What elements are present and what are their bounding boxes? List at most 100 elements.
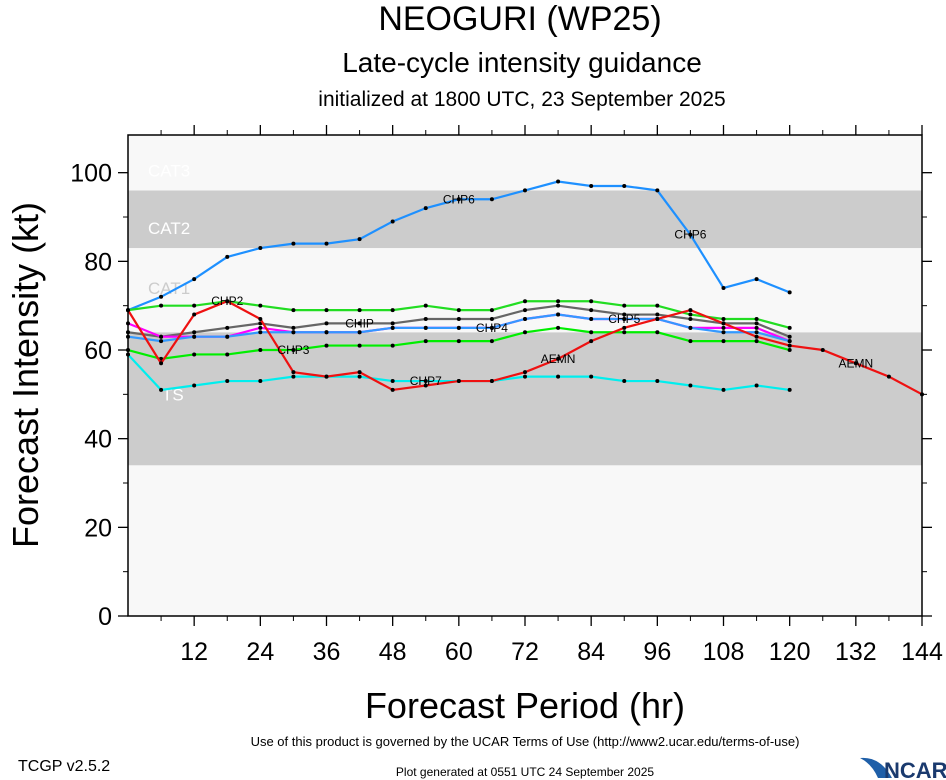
data-point-chp5 — [159, 339, 164, 344]
data-point-chp2 — [159, 303, 164, 308]
series-label-aemn: AEMN — [541, 352, 576, 366]
series-label-chp6: CHP6 — [674, 228, 706, 242]
data-point-aemn — [159, 361, 164, 366]
data-point-aemn — [523, 370, 527, 375]
ncar-logo: NCAR — [860, 757, 946, 780]
data-point-chip — [390, 321, 395, 326]
data-point-chp6 — [523, 188, 527, 193]
data-point-chp2 — [357, 308, 362, 313]
series-chip — [126, 303, 792, 339]
data-point-chp6 — [787, 290, 792, 295]
data-point-chp5 — [589, 316, 594, 321]
data-point-chip — [423, 316, 428, 321]
data-point-chp7 — [390, 379, 395, 384]
ncar-logo-swoosh — [860, 757, 892, 778]
data-point-chip — [456, 316, 461, 321]
data-point-chp6 — [159, 294, 164, 299]
y-tick-label: 0 — [98, 603, 112, 631]
data-point-chp5 — [688, 325, 693, 330]
data-point-chp5 — [489, 325, 494, 330]
data-point-chp2 — [192, 303, 197, 308]
data-point-aemn — [721, 321, 726, 326]
data-point-chp7 — [721, 387, 726, 392]
data-point-aemn — [556, 356, 561, 361]
data-point-chp3 — [489, 339, 494, 344]
data-point-chp7 — [688, 383, 693, 388]
data-point-chp5 — [324, 330, 329, 335]
series-label-chp5: CHP5 — [608, 312, 640, 326]
data-point-chp3 — [357, 343, 362, 348]
data-point-chip — [357, 321, 362, 326]
data-point-chp6 — [324, 241, 329, 246]
data-point-chp7 — [423, 379, 428, 384]
band-cat2 — [128, 190, 922, 249]
data-point-chp5 — [192, 334, 197, 339]
data-point-chp3 — [556, 325, 561, 330]
data-point-chp6 — [390, 219, 395, 224]
x-tick-label: 36 — [313, 638, 341, 666]
data-point-chip — [192, 330, 197, 335]
data-point-chp7 — [225, 379, 230, 384]
data-point-chp3 — [589, 330, 594, 335]
data-point-chp6 — [258, 246, 263, 251]
data-point-chp2 — [655, 303, 660, 308]
x-tick-label: 84 — [577, 638, 605, 666]
series-label-chp4: CHP4 — [476, 321, 508, 335]
data-point-aemn — [754, 334, 759, 339]
x-tick-label: 120 — [769, 638, 811, 666]
data-point-chp3 — [324, 343, 329, 348]
data-point-chp4 — [721, 325, 726, 330]
data-point-chp2 — [589, 299, 594, 304]
data-point-chp7 — [787, 387, 792, 392]
series-aemn — [126, 299, 924, 397]
data-point-chp6 — [489, 197, 494, 202]
data-point-chp2 — [688, 312, 693, 317]
data-point-chp6 — [192, 277, 197, 282]
data-point-chp3 — [456, 339, 461, 344]
data-point-chip — [324, 321, 329, 326]
data-point-chp6 — [688, 232, 693, 237]
data-point-chp5 — [556, 312, 561, 317]
data-point-chp6 — [754, 277, 759, 282]
series-label-chp3: CHP3 — [277, 343, 309, 357]
y-tick-label: 100 — [70, 160, 112, 188]
version-label: TCGP v2.5.2 — [18, 758, 110, 775]
data-point-chp6 — [655, 188, 660, 193]
data-point-chp4 — [754, 325, 759, 330]
series-label-chip: CHIP — [345, 316, 374, 330]
data-point-chp2 — [390, 308, 395, 313]
data-point-chp5 — [390, 325, 395, 330]
data-point-chip — [787, 334, 792, 339]
data-point-chp7 — [754, 383, 759, 388]
data-point-chip — [225, 325, 230, 330]
data-point-chp3 — [291, 348, 296, 353]
data-point-chp2 — [523, 299, 527, 304]
data-point-chp7 — [556, 374, 561, 379]
y-tick-label: 80 — [84, 248, 112, 276]
data-point-aemn — [787, 343, 792, 348]
data-point-chp6 — [622, 183, 627, 188]
band-label-cat3: CAT3 — [148, 161, 190, 180]
data-point-chp2 — [489, 308, 494, 313]
data-point-chp2 — [324, 308, 329, 313]
band-label-cat1: CAT1 — [148, 279, 190, 298]
data-point-chp3 — [787, 348, 792, 353]
data-point-chp2 — [423, 303, 428, 308]
data-point-chp3 — [523, 330, 527, 335]
x-tick-label: 12 — [180, 638, 208, 666]
data-point-chip — [655, 312, 660, 317]
y-tick-label: 20 — [84, 514, 112, 542]
data-point-chp2 — [456, 308, 461, 313]
x-tick-label: 144 — [901, 638, 943, 666]
y-tick-label: 60 — [84, 337, 112, 365]
data-point-chp6 — [456, 197, 461, 202]
data-point-chp6 — [721, 285, 726, 290]
data-point-chp5 — [423, 325, 428, 330]
data-point-chp5 — [622, 316, 627, 321]
ncar-logo-text: NCAR — [884, 758, 946, 780]
series-label-chp6: CHP6 — [443, 192, 475, 206]
y-axis-label: Forecast Intensity (kt) — [5, 202, 46, 548]
data-point-aemn — [853, 361, 858, 366]
data-point-chip — [589, 308, 594, 313]
